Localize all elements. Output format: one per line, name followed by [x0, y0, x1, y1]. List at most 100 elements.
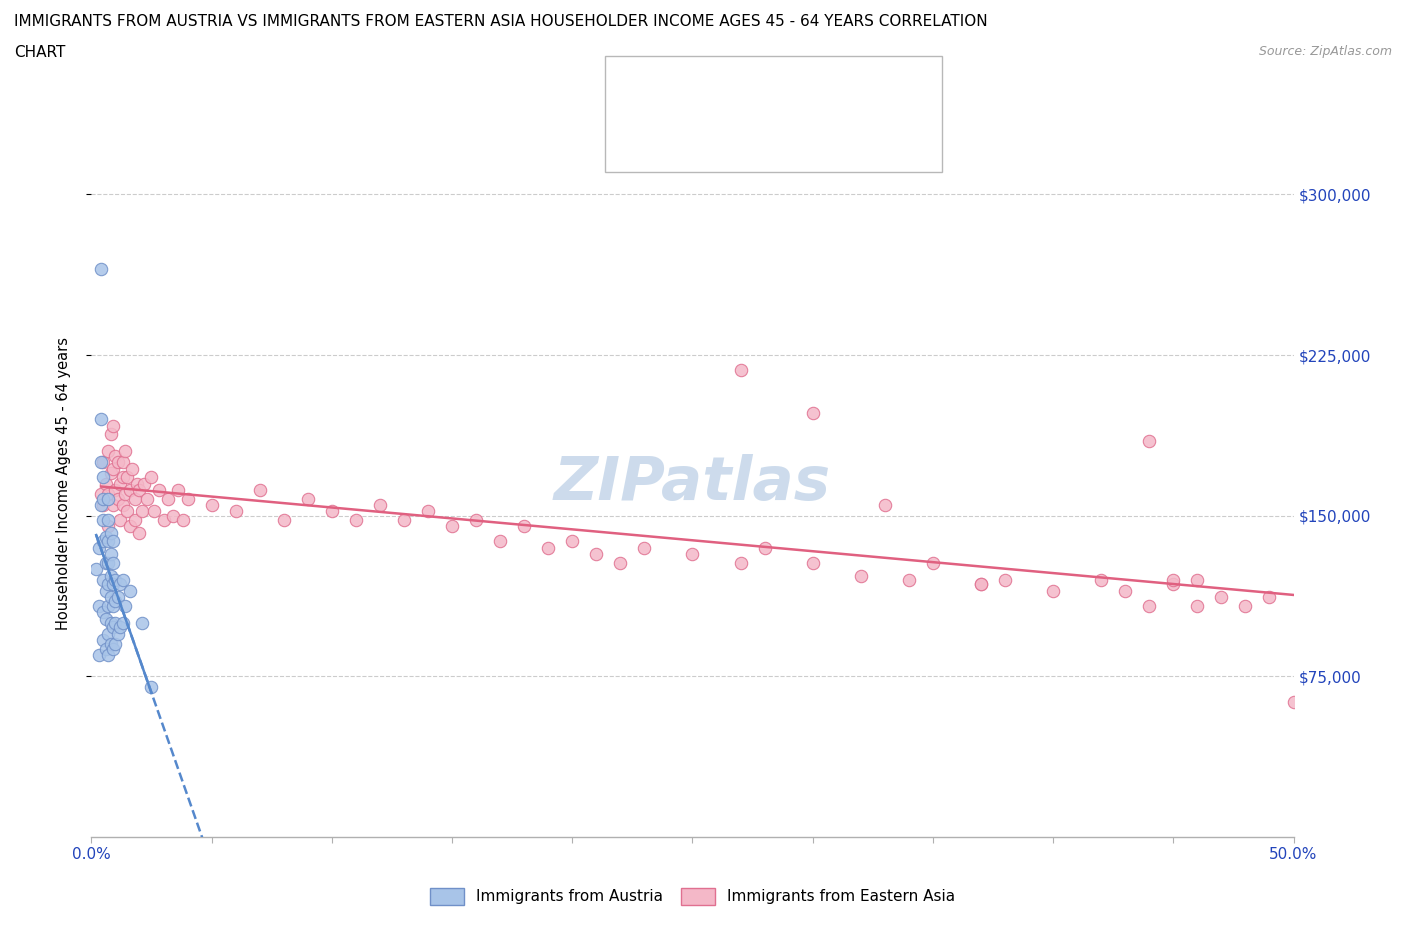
Text: Source: ZipAtlas.com: Source: ZipAtlas.com	[1258, 45, 1392, 58]
Point	[97, 534, 120, 549]
Point	[249, 483, 271, 498]
Point	[104, 616, 127, 631]
Point	[104, 448, 127, 463]
Point	[128, 483, 150, 498]
Point	[101, 577, 124, 591]
Point	[94, 530, 117, 545]
Point	[513, 519, 536, 534]
Point	[730, 363, 752, 378]
Y-axis label: Householder Income Ages 45 - 64 years: Householder Income Ages 45 - 64 years	[56, 337, 70, 631]
Point	[124, 491, 146, 506]
Point	[141, 680, 163, 695]
Point	[94, 476, 117, 491]
Point	[1137, 433, 1160, 448]
Point	[111, 616, 134, 631]
Point	[107, 491, 129, 506]
Point	[90, 487, 112, 502]
Point	[100, 547, 122, 562]
Point	[167, 483, 190, 498]
Point	[84, 562, 107, 577]
Point	[801, 555, 824, 570]
Text: R =: R =	[671, 130, 704, 145]
Point	[100, 465, 122, 480]
Point	[465, 512, 488, 527]
Point	[90, 498, 112, 512]
Text: CHART: CHART	[14, 45, 66, 60]
Point	[87, 647, 110, 662]
Point	[111, 470, 134, 485]
Point	[97, 491, 120, 506]
Point	[87, 598, 110, 613]
Point	[117, 504, 139, 519]
Point	[585, 547, 607, 562]
Point	[1282, 695, 1305, 710]
Point	[392, 512, 415, 527]
Point	[110, 619, 132, 634]
Point	[148, 483, 170, 498]
Point	[93, 604, 115, 619]
Point	[100, 525, 122, 540]
Point	[101, 641, 124, 656]
Point	[101, 534, 124, 549]
Point	[100, 590, 122, 604]
Point	[873, 498, 896, 512]
Point	[110, 512, 132, 527]
Text: 0.022: 0.022	[713, 76, 769, 94]
Point	[101, 598, 124, 613]
Point	[104, 637, 127, 652]
Point	[1161, 573, 1184, 588]
Point	[1211, 590, 1233, 604]
Point	[111, 455, 134, 470]
Point	[416, 504, 439, 519]
Legend: Immigrants from Austria, Immigrants from Eastern Asia: Immigrants from Austria, Immigrants from…	[423, 882, 962, 910]
Point	[1137, 598, 1160, 613]
Point	[101, 418, 124, 433]
Point	[110, 577, 132, 591]
Point	[93, 512, 115, 527]
Point	[754, 540, 776, 555]
Point	[117, 470, 139, 485]
Point	[100, 616, 122, 631]
Point	[537, 540, 560, 555]
Point	[135, 491, 157, 506]
Text: 90: 90	[818, 128, 844, 146]
Point	[111, 498, 134, 512]
Point	[93, 632, 115, 647]
Point	[162, 509, 184, 524]
Point	[152, 512, 174, 527]
Point	[107, 626, 129, 641]
Point	[1234, 598, 1257, 613]
Point	[101, 498, 124, 512]
Point	[90, 262, 112, 277]
Point	[93, 491, 115, 506]
Point	[104, 594, 127, 609]
Text: ZIPatlas: ZIPatlas	[554, 454, 831, 513]
Point	[994, 573, 1017, 588]
Point	[1114, 583, 1136, 598]
Point	[97, 577, 120, 591]
Point	[1090, 573, 1112, 588]
Point	[104, 483, 127, 498]
Point	[124, 512, 146, 527]
Point	[97, 555, 120, 570]
Point	[93, 498, 115, 512]
Point	[121, 461, 143, 476]
Point	[114, 598, 136, 613]
Point	[730, 555, 752, 570]
Text: R =: R =	[671, 77, 704, 93]
Point	[609, 555, 631, 570]
Point	[157, 491, 180, 506]
Text: N =: N =	[776, 130, 810, 145]
Point	[118, 583, 141, 598]
Point	[368, 498, 391, 512]
Point	[97, 512, 120, 527]
Point	[1187, 598, 1209, 613]
Point	[90, 455, 112, 470]
Point	[110, 476, 132, 491]
Point	[849, 568, 872, 583]
Point	[97, 626, 120, 641]
Point	[128, 525, 150, 540]
Point	[97, 647, 120, 662]
Point	[225, 504, 247, 519]
Point	[897, 573, 920, 588]
